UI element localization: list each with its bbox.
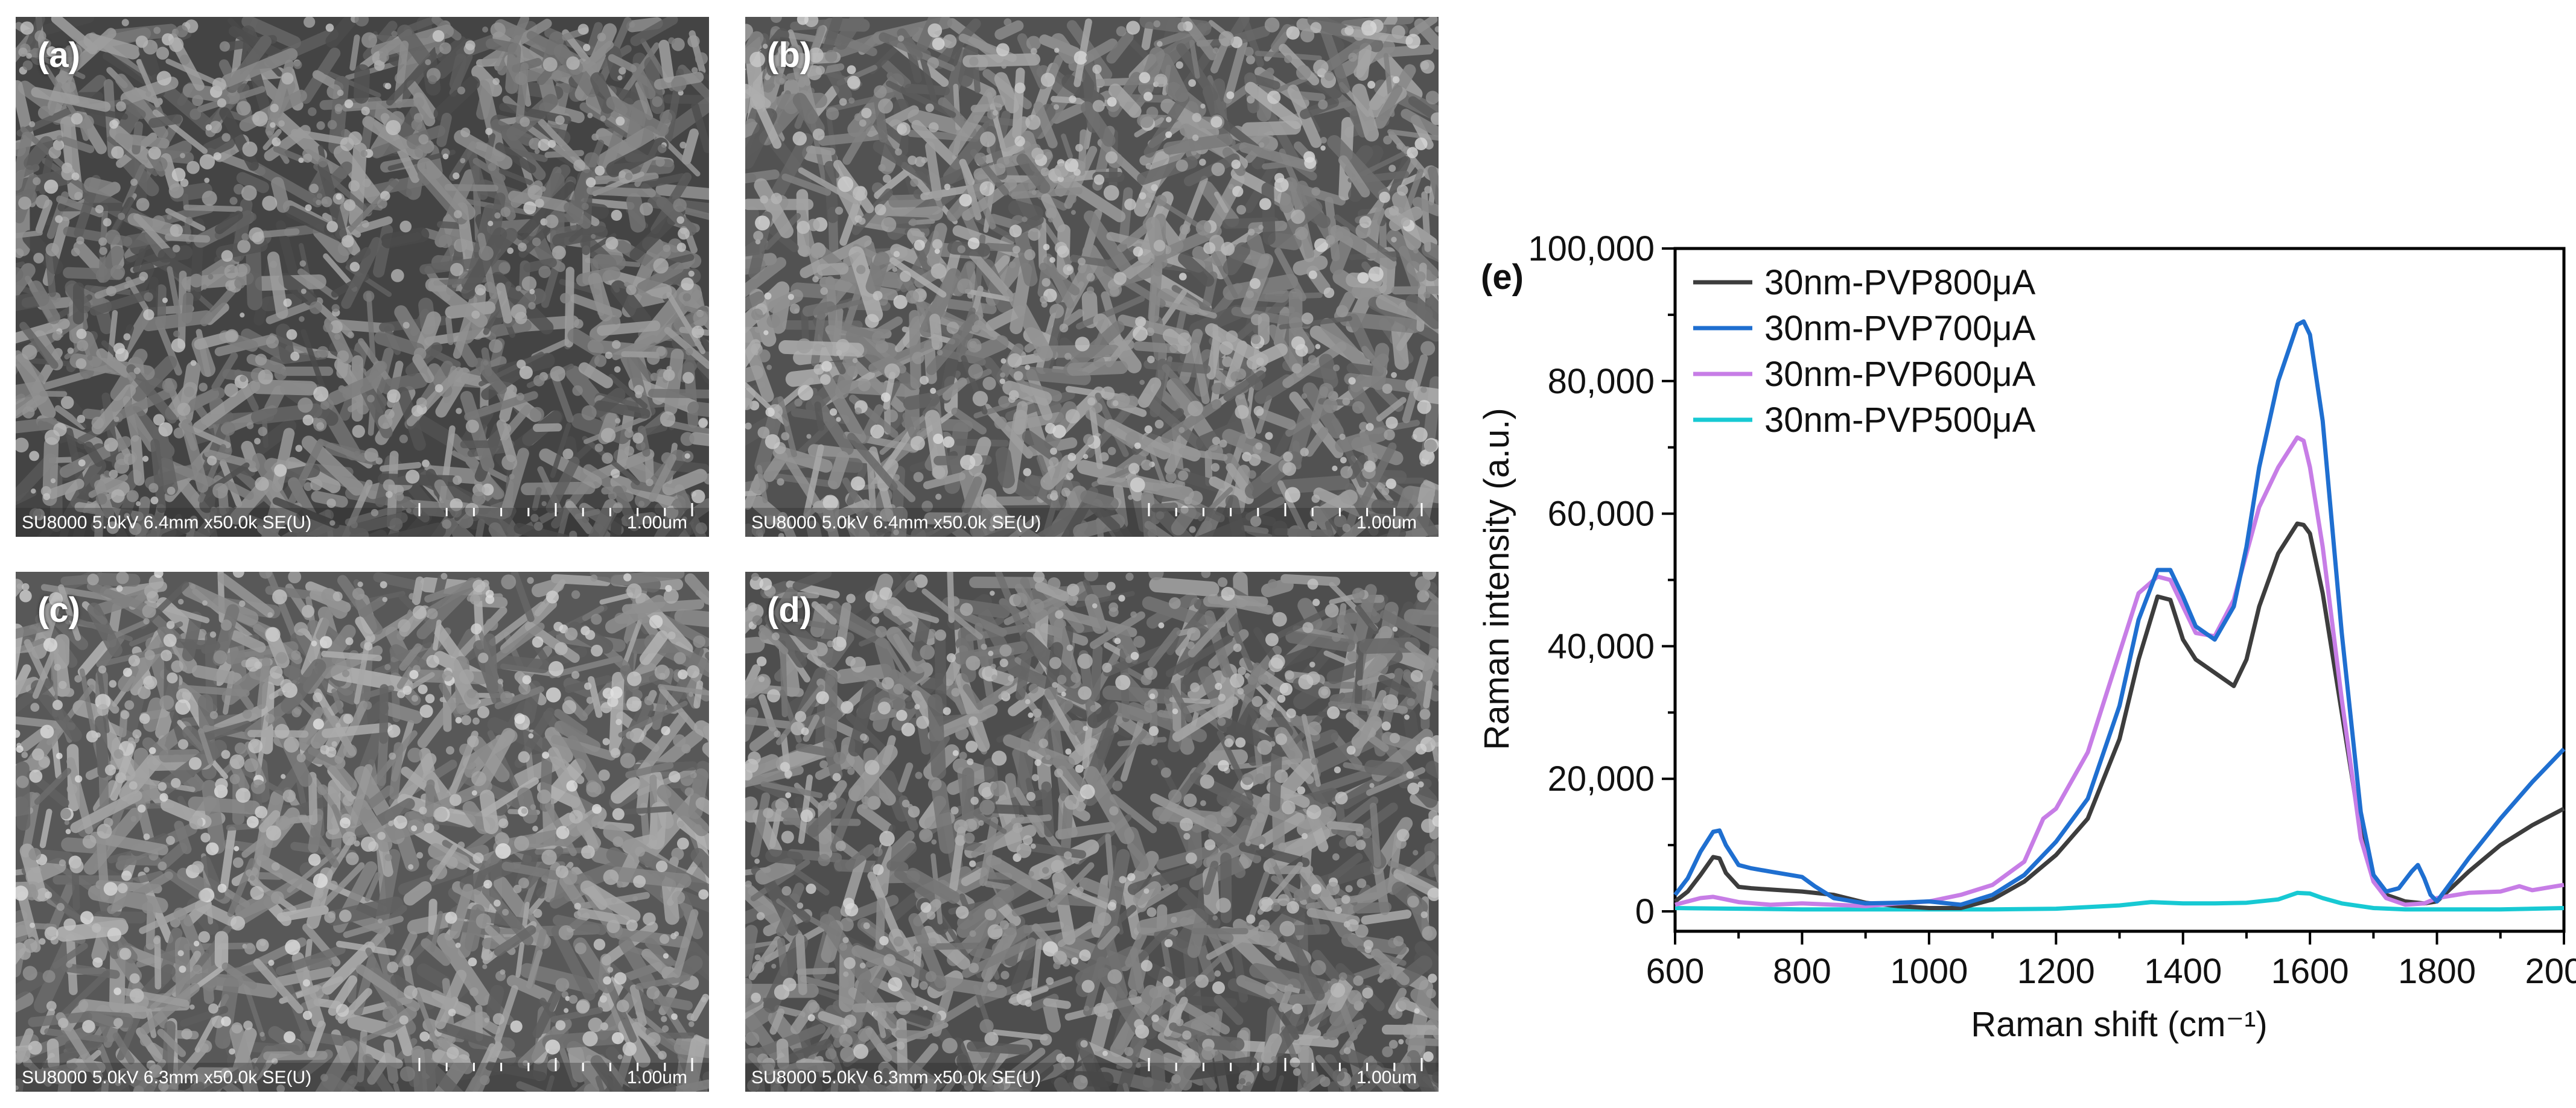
- legend-label: 30nm-PVP700μA: [1764, 309, 2036, 348]
- panel-label-e: (e): [1481, 258, 1524, 297]
- legend: 30nm-PVP800μA 30nm-PVP700μA 30nm-PVP600μA 3…: [1693, 263, 2036, 440]
- sem-info-text: SU8000 5.0kV 6.4mm x50.0k SE(U): [22, 513, 312, 533]
- series-line-2: [1674, 435, 2565, 908]
- legend-label: 30nm-PVP800μA: [1764, 263, 2036, 302]
- sem-panel-c: (c) SU8000 5.0kV 6.3mm x50.0k SE(U) 1.00…: [16, 572, 709, 1092]
- legend-label: 30nm-PVP600μA: [1764, 355, 2036, 394]
- x-tick-label: 600: [1646, 952, 1705, 991]
- sem-panel-a: (a) SU8000 5.0kV 6.4mm x50.0k SE(U) 1.00…: [16, 17, 709, 537]
- sem-texture: [16, 572, 709, 1092]
- sem-info-bar: SU8000 5.0kV 6.3mm x50.0k SE(U) 1.00um: [16, 1058, 709, 1092]
- x-tick-label: 800: [1773, 952, 1831, 991]
- scale-bar-label: 1.00um: [1356, 513, 1417, 533]
- scale-bar-ticks: [418, 503, 693, 516]
- sem-info-text: SU8000 5.0kV 6.4mm x50.0k SE(U): [751, 513, 1042, 533]
- scale-bar-ticks: [1148, 503, 1423, 516]
- x-tick-label: 1200: [2017, 952, 2095, 991]
- series-line-0: [1673, 521, 2565, 910]
- scale-bar-ticks: [418, 1058, 693, 1071]
- x-tick-label: 1600: [2271, 952, 2349, 991]
- sem-info-text: SU8000 5.0kV 6.3mm x50.0k SE(U): [22, 1068, 312, 1087]
- series-lines: [1673, 319, 2566, 912]
- x-tick-label: 1400: [2144, 952, 2222, 991]
- series-line-1: [1673, 319, 2566, 907]
- sem-info-text: SU8000 5.0kV 6.3mm x50.0k SE(U): [751, 1068, 1042, 1087]
- x-tick-label: 1000: [1890, 952, 1968, 991]
- scale-bar-label: 1.00um: [626, 513, 687, 533]
- panel-label: (a): [37, 36, 80, 75]
- scale-bar-ticks: [1148, 1058, 1423, 1071]
- scale-bar-label: 1.00um: [1356, 1068, 1417, 1087]
- panel-label: (d): [767, 590, 812, 630]
- sem-info-bar: SU8000 5.0kV 6.4mm x50.0k SE(U) 1.00um: [745, 503, 1439, 537]
- sem-texture: [745, 572, 1439, 1092]
- y-axis-ticks: 0 20,000 40,000 60,000 80,000 100,000: [1528, 229, 1675, 931]
- panel-label: (c): [37, 590, 80, 630]
- sem-panel-b: (b) SU8000 5.0kV 6.4mm x50.0k SE(U) 1.00…: [745, 17, 1439, 537]
- sem-info-bar: SU8000 5.0kV 6.4mm x50.0k SE(U) 1.00um: [16, 503, 709, 537]
- y-axis-label: Raman intensity (a.u.): [1477, 408, 1516, 750]
- y-tick-label: 40,000: [1548, 627, 1655, 666]
- y-tick-label: 100,000: [1528, 229, 1655, 268]
- sem-texture: [745, 17, 1439, 537]
- legend-label: 30nm-PVP500μA: [1764, 400, 2036, 440]
- y-tick-label: 0: [1635, 892, 1655, 931]
- x-tick-label: 1800: [2398, 952, 2476, 991]
- y-tick-label: 80,000: [1548, 362, 1655, 401]
- sem-texture: [16, 17, 709, 537]
- sem-panel-d: (d) SU8000 5.0kV 6.3mm x50.0k SE(U) 1.00…: [745, 572, 1439, 1092]
- scale-bar-label: 1.00um: [626, 1068, 687, 1087]
- panel-label: (b): [767, 36, 812, 75]
- sem-info-bar: SU8000 5.0kV 6.3mm x50.0k SE(U) 1.00um: [745, 1058, 1439, 1092]
- x-axis-label: Raman shift (cm⁻¹): [1971, 1005, 2267, 1044]
- y-tick-label: 20,000: [1548, 759, 1655, 799]
- y-tick-label: 60,000: [1548, 495, 1655, 534]
- plot-area: [1673, 247, 2566, 933]
